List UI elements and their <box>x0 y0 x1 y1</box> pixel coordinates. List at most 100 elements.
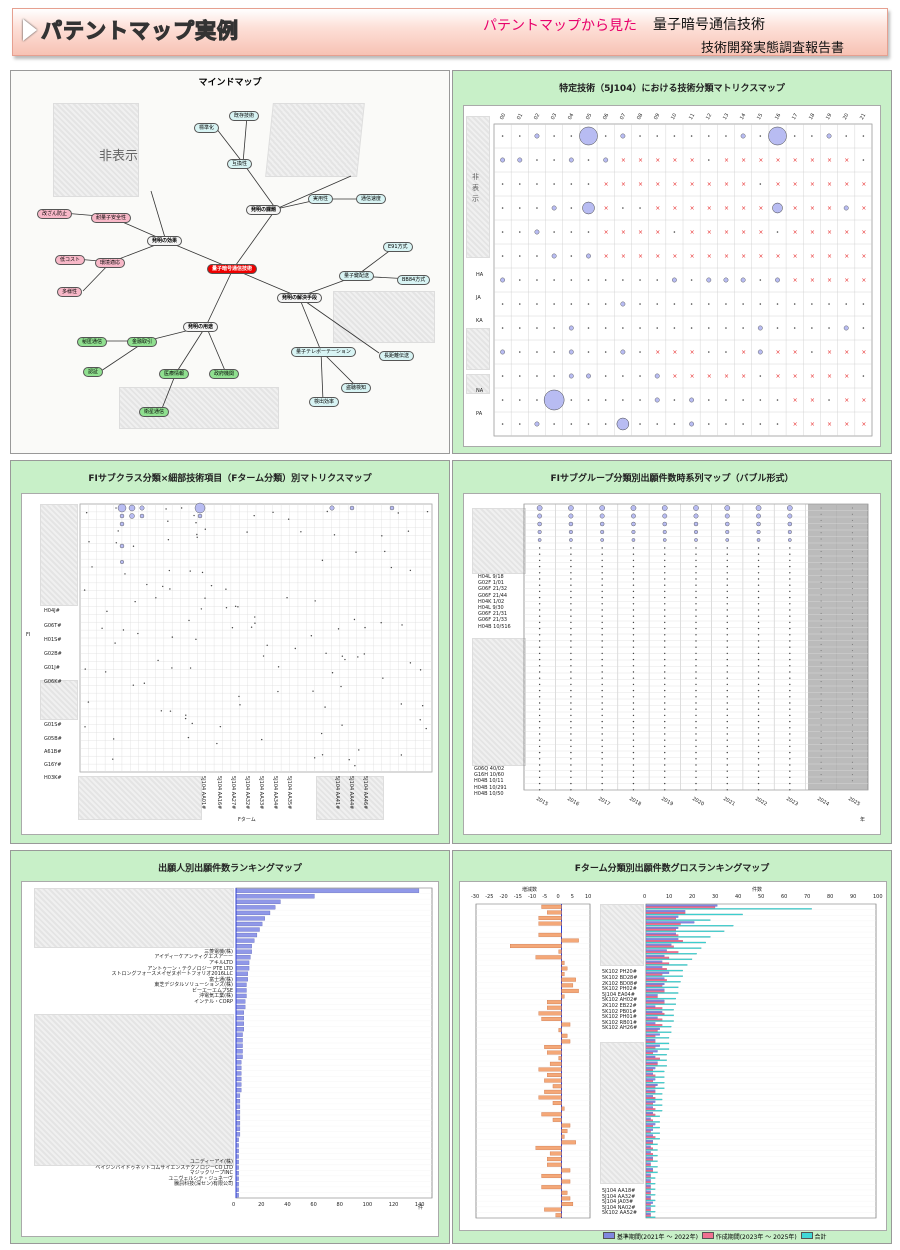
mindmap-node[interactable]: 盗聴検知 <box>341 383 372 393</box>
bar <box>235 1065 242 1071</box>
mindmap-node[interactable]: 互換性 <box>227 159 253 169</box>
dot <box>664 559 666 562</box>
dot <box>570 727 572 729</box>
mindmap-node[interactable]: 秘匿通信 <box>77 337 108 347</box>
dot <box>570 671 572 673</box>
mindmap-node[interactable]: 長距離伝送 <box>379 351 415 361</box>
dot <box>664 727 666 729</box>
bubble <box>119 559 124 564</box>
bubble <box>740 133 746 139</box>
mindmap-node[interactable]: BB84方式 <box>397 275 431 285</box>
dot <box>106 610 108 613</box>
bubble <box>568 521 574 527</box>
dot <box>851 681 853 683</box>
dot <box>272 511 274 514</box>
bar <box>235 932 258 938</box>
row-label: G06K# <box>44 679 62 685</box>
mindmap-node[interactable]: 検出効率 <box>309 397 340 407</box>
dot <box>789 553 791 555</box>
bar-total <box>645 1182 656 1185</box>
mindmap-node[interactable]: 多様性 <box>57 287 83 297</box>
dot <box>84 726 86 728</box>
dot <box>789 572 791 574</box>
dot <box>656 279 659 281</box>
diff-bar <box>561 1179 571 1184</box>
dot <box>707 159 710 161</box>
mindmap-root-node[interactable]: 量子暗号通信技術 <box>207 264 258 274</box>
bubble <box>693 513 699 519</box>
mindmap-node-effect[interactable]: 発明の効果 <box>147 236 183 246</box>
dot <box>632 739 635 741</box>
dot <box>757 553 760 555</box>
cross-mark: × <box>810 229 815 236</box>
bar-base <box>645 1033 660 1036</box>
mindmap-node[interactable]: 標準化 <box>194 123 220 133</box>
dot <box>690 327 693 329</box>
dot <box>664 733 666 735</box>
mindmap-node-problem[interactable]: 発明の課題 <box>246 205 282 215</box>
dot <box>757 733 760 735</box>
bar-total <box>645 981 681 983</box>
bar-base <box>645 1055 656 1058</box>
mindmap-node[interactable]: 衛星通信 <box>139 407 170 417</box>
mindmap-node[interactable]: 実用性 <box>308 194 334 204</box>
tech-matrix-title: 特定技術（5J104）における技術分類マトリクスマップ <box>559 84 785 94</box>
bar-total <box>645 1132 660 1134</box>
cross-mark: × <box>827 253 832 260</box>
mindmap-node[interactable]: 既存技術 <box>229 111 260 121</box>
dot <box>664 652 666 655</box>
dot <box>587 351 590 353</box>
diff-bar <box>547 1073 562 1077</box>
bar-total <box>645 1211 656 1213</box>
mindmap-node[interactable]: 認証 <box>83 367 104 377</box>
diff-bar <box>561 1134 565 1139</box>
cross-mark: × <box>672 157 677 164</box>
tech-matrix-chart: 非表示 HA JA KA NA PA × × × × × × × × × × × × × × × × × × × × ×… <box>463 105 881 447</box>
mindmap-node-use[interactable]: 発明の用途 <box>183 322 219 332</box>
mindmap-node-solution[interactable]: 発明の解決手段 <box>277 293 323 303</box>
dot <box>518 375 521 377</box>
dot <box>820 662 822 664</box>
dot <box>601 739 603 741</box>
mindmap-node[interactable]: 医療情報 <box>159 369 190 379</box>
bar <box>235 977 248 982</box>
cross-mark: × <box>844 421 849 428</box>
mindmap-node[interactable]: 量子鍵配送 <box>339 271 375 281</box>
cross-mark: × <box>861 349 866 356</box>
dot <box>726 565 728 568</box>
dot <box>538 727 541 729</box>
mindmap-node[interactable]: 低コスト <box>55 255 86 265</box>
bar <box>235 1104 241 1109</box>
bubble <box>662 513 668 519</box>
mindmap-node[interactable]: 量子テレポーテーション <box>291 347 356 357</box>
mindmap-node[interactable]: 通信速度 <box>356 194 387 204</box>
left-x-tick: -10 <box>528 894 537 900</box>
row-label: G06Q 40/02 <box>474 766 505 772</box>
bar-recent <box>645 1097 656 1100</box>
cross-mark: × <box>861 277 866 284</box>
bubble <box>757 325 763 331</box>
row-label: H03K# <box>44 775 62 781</box>
bubble <box>603 157 609 163</box>
dot <box>851 687 853 689</box>
bubble <box>389 505 395 511</box>
dot <box>726 652 728 655</box>
dot <box>601 727 603 729</box>
mindmap-node[interactable]: 耐量子安全性 <box>91 213 132 223</box>
bubble <box>599 513 605 519</box>
bubble <box>788 538 792 542</box>
mindmap-node[interactable]: 金融取引 <box>127 337 158 347</box>
bar-recent <box>645 1085 656 1088</box>
y-axis-label: FI <box>26 632 31 638</box>
applicant-ranking-title: 出願人別出願件数ランキングマップ <box>158 864 302 874</box>
mindmap-node[interactable]: 環境適応 <box>95 258 126 268</box>
dot <box>757 708 760 710</box>
dot <box>695 584 697 586</box>
cross-mark: × <box>810 253 815 260</box>
bubble <box>536 505 543 511</box>
mindmap-node[interactable]: 改ざん防止 <box>37 209 73 219</box>
mindmap-node[interactable]: E91方式 <box>383 242 413 252</box>
dot <box>219 725 222 728</box>
mindmap-node[interactable]: 政府機関 <box>209 369 240 379</box>
dot <box>604 303 607 305</box>
